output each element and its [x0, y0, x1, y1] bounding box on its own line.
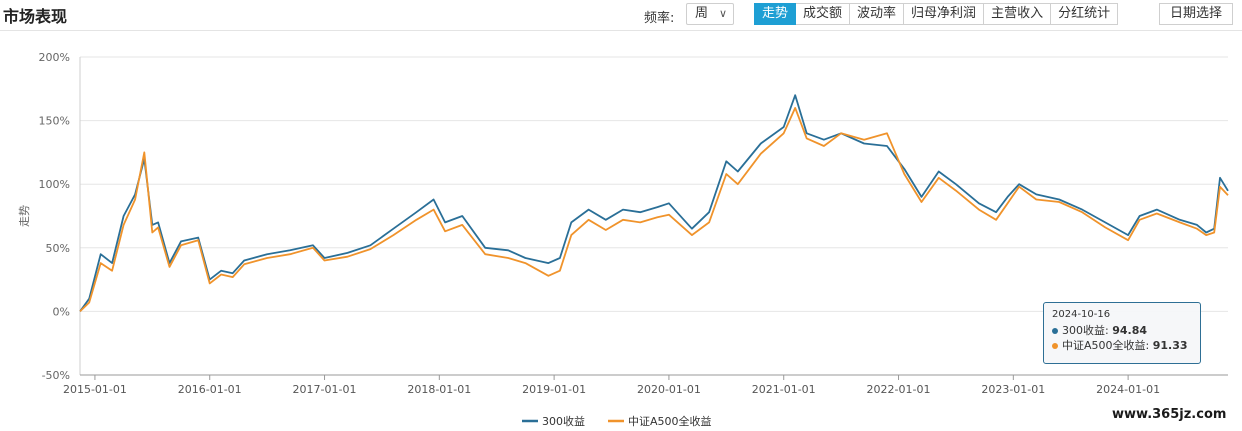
tab-revenue[interactable]: 主营收入 — [984, 3, 1052, 25]
frequency-select[interactable]: 周 ∨ — [686, 3, 734, 25]
tab-net-profit[interactable]: 归母净利润 — [904, 3, 985, 25]
legend-label-1: 300收益 — [542, 414, 585, 428]
x-tick-label: 2021-01-01 — [752, 383, 816, 396]
tab-trend[interactable]: 走势 — [754, 3, 797, 25]
page-title: 市场表现 — [3, 7, 68, 26]
y-tick-label: 200% — [39, 51, 70, 64]
series-line-1 — [79, 94, 1229, 312]
tooltip-dot-a500 — [1052, 343, 1058, 349]
x-tick-label: 2019-01-01 — [522, 383, 586, 396]
x-tick-label: 2016-01-01 — [178, 383, 242, 396]
tooltip-label-a500: 中证A500全收益: — [1062, 339, 1150, 352]
tooltip-row-a500: 中证A500全收益: 91.33 — [1052, 338, 1192, 353]
y-tick-label: 50% — [46, 242, 70, 255]
y-tick-label: 0% — [53, 305, 70, 318]
tab-turnover[interactable]: 成交额 — [796, 3, 851, 25]
y-tick-label: -50% — [42, 369, 70, 382]
metric-tabs: 走势 成交额 波动率 归母净利润 主营收入 分红统计 — [754, 3, 1119, 25]
tab-dividend[interactable]: 分红统计 — [1051, 3, 1119, 25]
x-tick-label: 2024-01-01 — [1096, 383, 1160, 396]
legend-label-2: 中证A500全收益 — [628, 414, 712, 428]
y-axis-label: 走势 — [18, 205, 31, 227]
date-select-button[interactable]: 日期选择 — [1159, 3, 1233, 25]
x-tick-label: 2022-01-01 — [867, 383, 931, 396]
frequency-label: 频率: — [644, 11, 675, 26]
chart-tooltip: 2024-10-16 300收益: 94.84 中证A500全收益: 91.33 — [1043, 302, 1201, 364]
tab-volatility[interactable]: 波动率 — [850, 3, 905, 25]
series-line-2 — [79, 107, 1229, 313]
x-tick-label: 2015-01-01 — [63, 383, 127, 396]
frequency-value: 周 — [695, 6, 709, 21]
tooltip-label-300: 300收益: — [1062, 324, 1109, 337]
header-divider — [0, 30, 1242, 31]
tooltip-value-300: 94.84 — [1112, 324, 1147, 337]
y-tick-label: 100% — [39, 178, 70, 191]
line-chart: 200% 150% 100% 50% 0% -50%2015-01-01 2016-01-0… — [18, 51, 1229, 428]
y-tick-label: 150% — [39, 115, 70, 128]
chart-header: 市场表现 频率: 周 ∨ 走势 成交额 波动率 归母净利润 主营收入 分红统计 … — [0, 0, 1242, 30]
tooltip-row-300: 300收益: 94.84 — [1052, 323, 1192, 338]
watermark: www.365jz.com — [1112, 407, 1227, 422]
x-tick-label: 2017-01-01 — [293, 383, 357, 396]
tooltip-value-a500: 91.33 — [1152, 339, 1188, 352]
chevron-down-icon: ∨ — [718, 7, 727, 20]
x-tick-label: 2020-01-01 — [637, 383, 701, 396]
x-tick-label: 2023-01-01 — [981, 383, 1045, 396]
x-tick-label: 2018-01-01 — [407, 383, 471, 396]
tooltip-date: 2024-10-16 — [1052, 309, 1111, 320]
tooltip-dot-300 — [1052, 328, 1058, 334]
